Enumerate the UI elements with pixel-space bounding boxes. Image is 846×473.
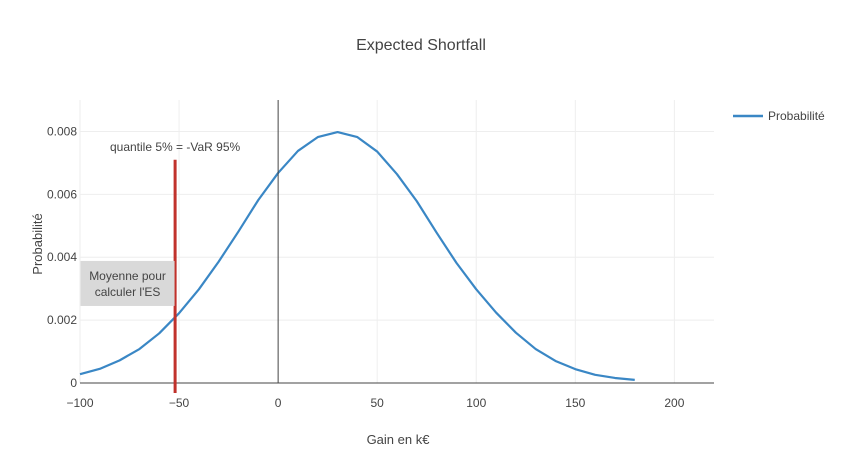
- es-annotation-line: Moyenne pour: [89, 269, 166, 283]
- x-tick-label: 0: [275, 396, 282, 410]
- x-tick-label: −50: [169, 396, 190, 410]
- y-tick-label: 0.002: [47, 313, 77, 327]
- series-line-probabilite: [79, 130, 635, 381]
- x-tick-label: 200: [664, 396, 684, 410]
- y-axis-label: Probabilité: [30, 213, 45, 274]
- vertical-lines: [173, 100, 279, 393]
- annotations: quantile 5% = -VaR 95% Moyenne pour calcul…: [80, 140, 241, 306]
- var-annotation: quantile 5% = -VaR 95%: [110, 140, 241, 154]
- x-tick-label: −100: [66, 396, 93, 410]
- y-tick-label: 0.008: [47, 124, 77, 138]
- legend[interactable]: Probabilité: [733, 109, 825, 123]
- x-tick-label: 100: [466, 396, 486, 410]
- x-tick-label: 50: [371, 396, 385, 410]
- grid: [79, 100, 714, 383]
- chart-title: Expected Shortfall: [356, 37, 486, 54]
- x-tick-label: 150: [565, 396, 585, 410]
- legend-label-probabilite: Probabilité: [768, 109, 825, 123]
- x-axis-label: Gain en k€: [367, 432, 431, 447]
- y-tick-label: 0.004: [47, 250, 77, 264]
- es-annotation-line: calculer l'ES: [95, 285, 161, 299]
- axes: −100 −50 0 50 100 150 200 0 0.002 0.004 0.006 0.008: [47, 124, 714, 410]
- y-tick-label: 0: [70, 376, 77, 390]
- es-annotation-box: [80, 260, 175, 306]
- series-layer: [79, 130, 635, 381]
- y-tick-label: 0.006: [47, 187, 77, 201]
